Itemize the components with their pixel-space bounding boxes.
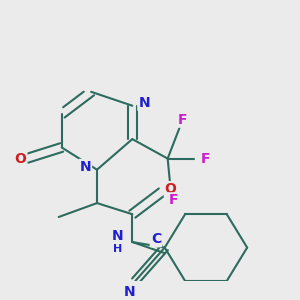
Text: N: N	[138, 96, 150, 110]
Text: C: C	[151, 232, 161, 246]
Text: F: F	[178, 112, 187, 127]
Text: F: F	[201, 152, 211, 166]
Text: H: H	[113, 244, 122, 254]
Text: N: N	[112, 230, 123, 244]
Text: N: N	[80, 160, 91, 174]
Text: F: F	[169, 193, 178, 207]
Text: O: O	[165, 182, 176, 196]
Text: N: N	[124, 285, 135, 299]
Text: O: O	[14, 152, 26, 166]
